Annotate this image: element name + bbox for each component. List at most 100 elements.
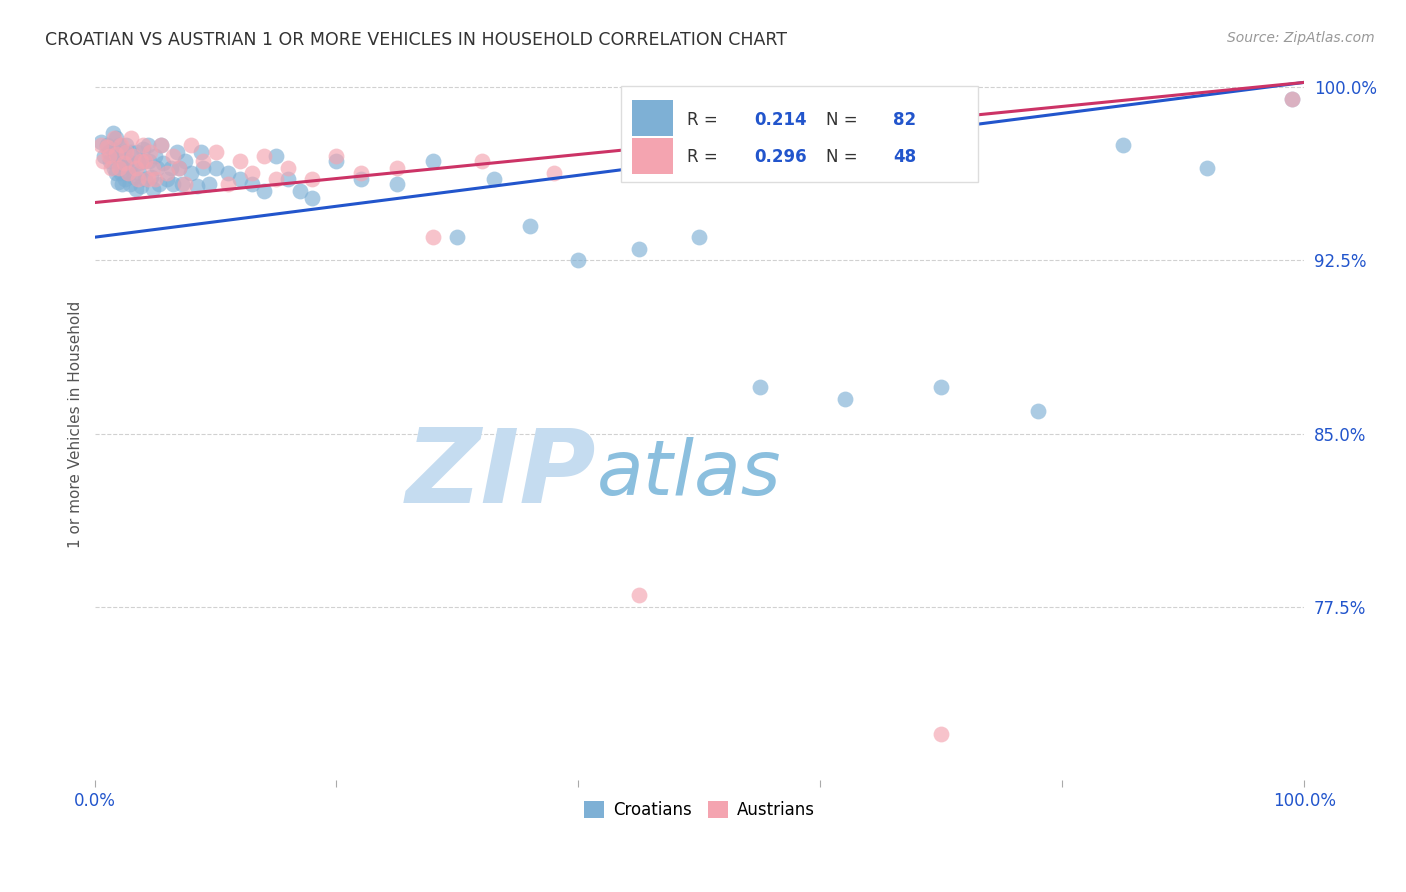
Point — [350, 172, 373, 186]
Point — [91, 153, 114, 168]
Point — [162, 177, 184, 191]
Point — [100, 161, 122, 175]
Point — [150, 137, 173, 152]
Point — [108, 156, 131, 170]
Point — [141, 170, 163, 185]
Point — [170, 177, 193, 191]
Point — [204, 145, 226, 159]
Text: atlas: atlas — [596, 437, 782, 511]
Point — [929, 727, 952, 741]
Point — [134, 172, 156, 186]
Point — [193, 161, 215, 175]
Point — [110, 165, 132, 179]
Point — [834, 392, 856, 406]
Point — [117, 165, 139, 179]
Point — [156, 172, 179, 186]
Point — [519, 219, 541, 233]
Point — [136, 137, 159, 152]
Point — [142, 182, 165, 196]
Point — [748, 380, 770, 394]
Text: N =: N = — [827, 111, 863, 128]
Text: 82: 82 — [893, 111, 917, 128]
Point — [193, 153, 215, 168]
Point — [138, 153, 160, 168]
Point — [132, 137, 155, 152]
Point — [104, 147, 127, 161]
Point — [156, 165, 179, 179]
Point — [107, 175, 129, 189]
Point — [148, 177, 170, 191]
Point — [110, 137, 132, 152]
Text: Source: ZipAtlas.com: Source: ZipAtlas.com — [1227, 31, 1375, 45]
Point — [543, 165, 565, 179]
Point — [150, 137, 173, 152]
Point — [748, 153, 770, 168]
Point — [301, 172, 323, 186]
Point — [186, 179, 208, 194]
Point — [422, 153, 444, 168]
Point — [139, 145, 162, 159]
Point — [122, 149, 145, 163]
Point — [152, 156, 174, 170]
Point — [132, 142, 155, 156]
Point — [217, 165, 239, 179]
Point — [228, 172, 250, 186]
Point — [228, 153, 250, 168]
Point — [688, 230, 710, 244]
Point — [105, 131, 128, 145]
Point — [134, 153, 156, 168]
Point — [115, 137, 138, 152]
Point — [114, 172, 136, 186]
Point — [129, 179, 152, 194]
Point — [146, 161, 169, 175]
Point — [107, 161, 129, 175]
Point — [142, 161, 165, 175]
Point — [98, 153, 121, 168]
FancyBboxPatch shape — [621, 87, 977, 182]
Point — [117, 165, 139, 179]
Point — [325, 149, 347, 163]
Point — [124, 170, 146, 185]
Point — [422, 230, 444, 244]
Point — [264, 172, 287, 186]
Point — [240, 177, 263, 191]
Point — [134, 153, 156, 168]
Point — [129, 153, 152, 168]
Point — [929, 380, 952, 394]
Point — [385, 161, 408, 175]
Point — [174, 177, 197, 191]
Point — [125, 145, 148, 159]
Point — [121, 156, 143, 170]
Point — [143, 149, 166, 163]
Point — [350, 165, 373, 179]
Point — [96, 140, 118, 154]
Point — [114, 159, 136, 173]
Point — [90, 137, 112, 152]
Point — [627, 242, 650, 256]
Point — [446, 230, 468, 244]
Legend: Croatians, Austrians: Croatians, Austrians — [578, 794, 821, 825]
Point — [190, 145, 212, 159]
Point — [166, 145, 188, 159]
Point — [103, 161, 125, 175]
Point — [325, 153, 347, 168]
Point — [118, 177, 141, 191]
Y-axis label: 1 or more Vehicles in Household: 1 or more Vehicles in Household — [69, 301, 83, 548]
Point — [217, 177, 239, 191]
Point — [103, 131, 125, 145]
Point — [180, 165, 202, 179]
Point — [1281, 91, 1303, 105]
Point — [112, 145, 135, 159]
Text: 0.296: 0.296 — [754, 148, 807, 167]
Point — [277, 161, 299, 175]
FancyBboxPatch shape — [631, 137, 672, 174]
Point — [253, 149, 276, 163]
Point — [136, 172, 159, 186]
Point — [471, 153, 494, 168]
Text: 0.214: 0.214 — [754, 111, 807, 128]
Point — [167, 161, 190, 175]
Point — [159, 161, 181, 175]
Point — [143, 172, 166, 186]
Point — [301, 191, 323, 205]
Point — [120, 145, 142, 159]
